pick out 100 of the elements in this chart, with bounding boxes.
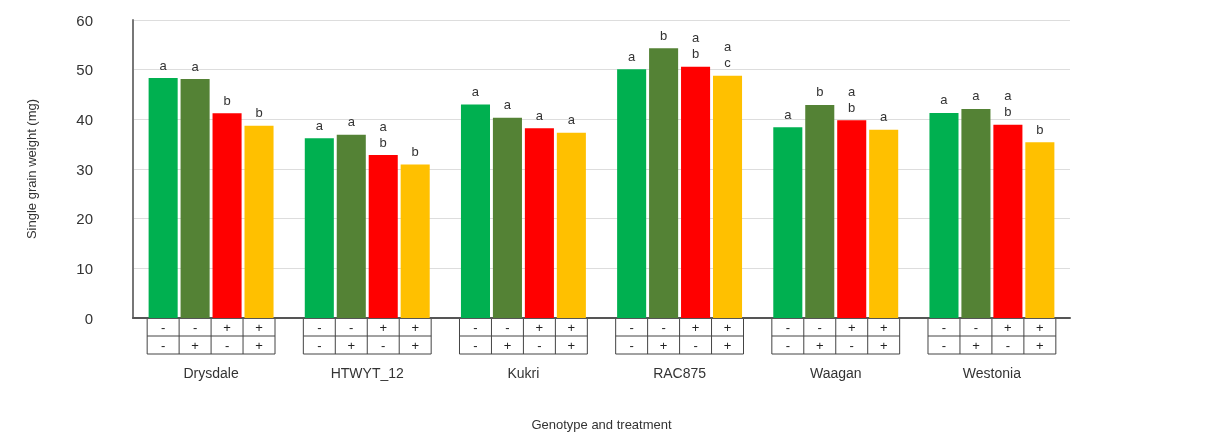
data-label: a b	[1004, 88, 1013, 120]
data-label: a	[784, 106, 793, 122]
bar	[368, 155, 398, 318]
text: +	[503, 337, 512, 353]
y-tick-label: 0	[84, 309, 93, 327]
x-tick-label: RAC875	[653, 365, 707, 381]
text: +	[223, 319, 231, 335]
text: +	[879, 319, 888, 335]
y-tick-label: 40	[76, 110, 93, 128]
data-label: a	[628, 48, 637, 64]
y-tick-label: 50	[76, 61, 93, 79]
data-label: a b	[379, 118, 388, 150]
y-axis-title: Single grain weight (mg)	[24, 98, 39, 240]
text: -	[349, 319, 354, 335]
text: -	[192, 319, 198, 335]
text: -	[160, 319, 166, 335]
text: +	[972, 337, 980, 353]
text: -	[473, 319, 478, 335]
text: +	[567, 337, 576, 353]
text: -	[941, 337, 947, 353]
bar	[773, 127, 803, 318]
text: -	[505, 319, 510, 335]
text: -	[941, 319, 947, 335]
text: +	[411, 319, 419, 335]
text: -	[817, 319, 822, 335]
data-label: a	[972, 88, 981, 104]
text: -	[661, 319, 666, 335]
text: +	[535, 319, 544, 335]
text: +	[1036, 319, 1044, 335]
text: -	[317, 319, 322, 335]
x-tick-label: Westonia	[962, 365, 1022, 381]
text: +	[347, 337, 356, 353]
bar	[869, 129, 899, 318]
text: -	[224, 337, 230, 353]
data-label: a b	[848, 83, 857, 115]
x-axis-title: Genotype and treatment	[531, 417, 672, 432]
bar	[524, 128, 554, 318]
text: -	[381, 337, 386, 353]
data-label: a	[940, 92, 949, 108]
bar	[993, 124, 1023, 318]
text: +	[567, 319, 576, 335]
bar	[805, 104, 835, 318]
text: +	[255, 337, 263, 353]
bar	[556, 132, 586, 318]
text: +	[879, 337, 888, 353]
y-tick-label: 60	[76, 11, 93, 29]
data-label: b	[411, 144, 419, 160]
data-label: b	[659, 27, 668, 43]
text: +	[815, 337, 824, 353]
text: -	[160, 337, 166, 353]
data-label: a c	[723, 39, 732, 71]
x-tick-label: Waagan	[809, 365, 862, 381]
text: -	[785, 319, 790, 335]
data-label: a	[159, 57, 168, 73]
text: -	[473, 337, 478, 353]
text: +	[255, 319, 263, 335]
bar	[837, 120, 867, 318]
data-label: b	[223, 92, 231, 108]
bar	[713, 75, 743, 318]
bar	[492, 117, 522, 318]
bar	[961, 108, 991, 318]
text: -	[629, 337, 634, 353]
text: -	[1005, 337, 1011, 353]
text: +	[1004, 319, 1012, 335]
text: -	[849, 337, 854, 353]
data-label: a	[880, 109, 889, 125]
bar	[460, 104, 490, 318]
text: -	[693, 337, 698, 353]
data-label: b	[255, 105, 263, 121]
text: -	[317, 337, 322, 353]
text: +	[723, 319, 732, 335]
bar	[148, 78, 178, 318]
data-label: a	[535, 107, 544, 123]
text: +	[691, 319, 700, 335]
bar	[304, 138, 334, 318]
text: -	[629, 319, 634, 335]
bar	[244, 125, 274, 318]
text: +	[379, 319, 388, 335]
text: +	[847, 319, 856, 335]
data-label: a b	[691, 30, 700, 62]
bar	[617, 69, 647, 318]
x-tick-label: Kukri	[507, 365, 540, 381]
data-label: b	[1036, 121, 1044, 137]
bar	[649, 48, 679, 318]
data-label: a	[503, 97, 512, 113]
text: -	[973, 319, 979, 335]
x-tick-label: Drysdale	[183, 365, 239, 381]
data-label: a	[347, 114, 356, 130]
bar	[681, 66, 711, 318]
data-label: a	[315, 117, 324, 133]
data-label: a	[471, 83, 480, 99]
bar	[180, 79, 210, 318]
text: +	[659, 337, 668, 353]
data-label: a	[567, 112, 576, 128]
text: -	[537, 337, 542, 353]
data-label: a	[191, 58, 200, 74]
text: +	[723, 337, 732, 353]
x-tick-label: HTWYT_12	[330, 365, 405, 381]
y-tick-label: 30	[76, 160, 93, 178]
bar	[336, 134, 366, 318]
